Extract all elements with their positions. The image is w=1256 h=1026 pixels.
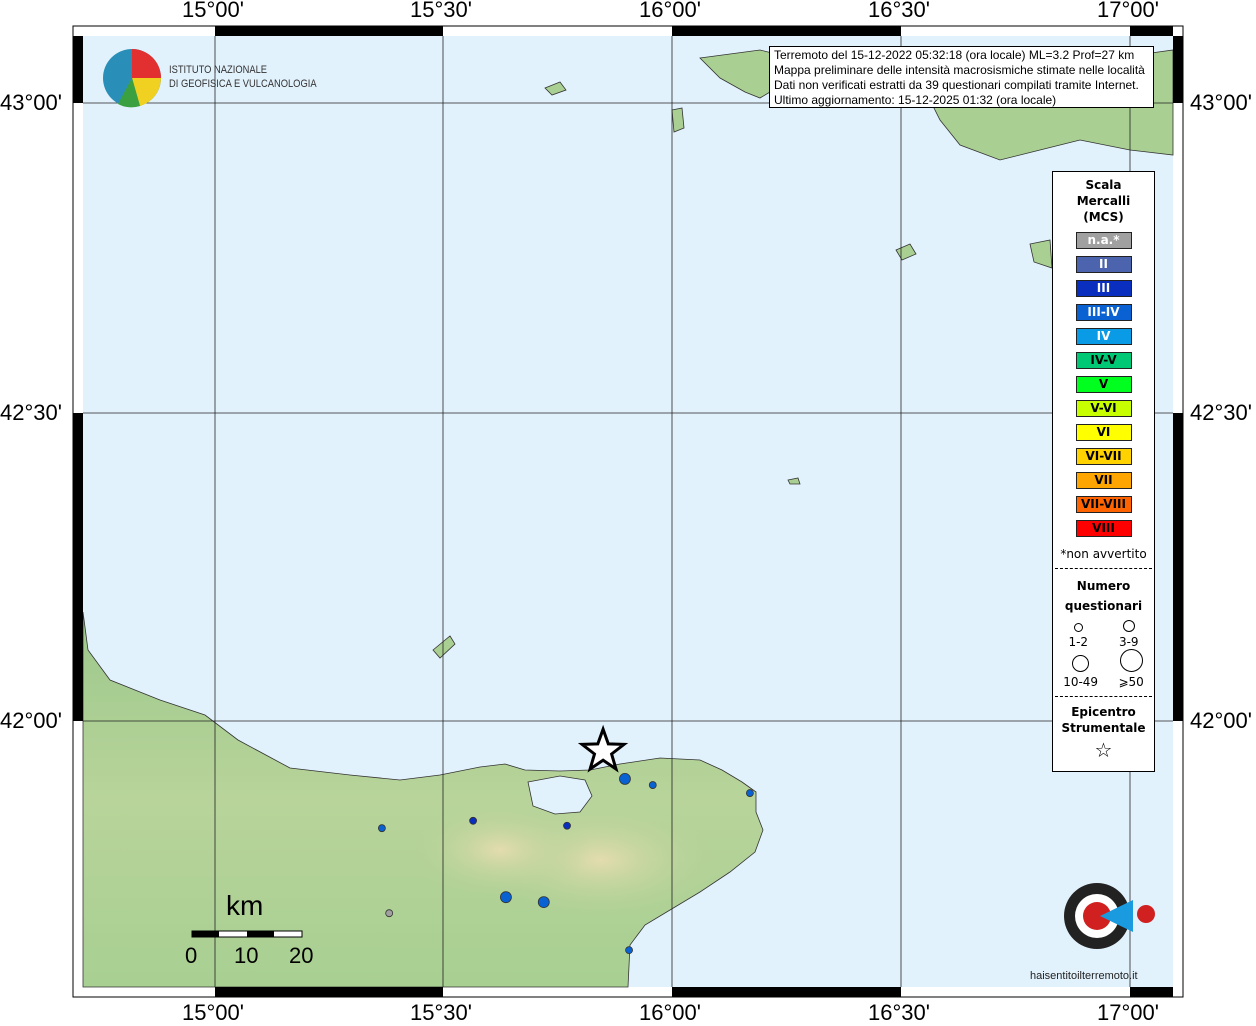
observation-points (377, 724, 754, 955)
logo-line: ISTITUTO NAZIONALE (169, 64, 268, 76)
legend-swatch: V-VI (1075, 400, 1132, 417)
legend-swatch: VI (1075, 424, 1132, 441)
scale-tick: 10 (234, 943, 259, 968)
epicenter-title: Epicentro (1071, 705, 1136, 719)
legend-swatch: V (1075, 376, 1132, 393)
lat-label-right: 42°00' (1190, 708, 1252, 733)
observation-point (377, 824, 386, 833)
legend-swatch: n.a.* (1075, 232, 1132, 249)
size-50-icon (1119, 649, 1143, 672)
lat-label-right: 43°00' (1190, 90, 1252, 115)
observation-point (625, 946, 633, 955)
scale-tick: 0 (185, 943, 198, 968)
lon-label-bottom: 16°30' (868, 1000, 930, 1025)
scale-unit: km (226, 890, 264, 921)
legend-note: *non avvertito (1060, 547, 1147, 561)
legend-swatch: II (1075, 256, 1132, 273)
legend-swatch: III (1075, 280, 1132, 297)
relief (410, 800, 590, 900)
lon-label-top: 15°30' (410, 0, 472, 22)
legend-title: (MCS) (1083, 210, 1124, 224)
watermark-text: haisentitoilterremoto.it (1030, 970, 1138, 982)
observation-point (469, 816, 477, 825)
size-10-49-icon (1072, 655, 1090, 672)
info-line: Dati non verificati estratti da 39 quest… (774, 78, 1139, 92)
lon-label-top: 16°00' (639, 0, 701, 22)
observation-point (500, 891, 512, 904)
scale-tick: 20 (289, 943, 314, 968)
lon-label-bottom: 15°00' (182, 1000, 244, 1025)
lat-label-left: 43°00' (0, 90, 62, 115)
epicenter-star-icon (577, 724, 629, 773)
lake-lesina-varano (527, 775, 593, 815)
intensity-swatches: n.a.* II III III-IV IV IV-V V V-VI VI VI-VII VII VI… (1053, 232, 1154, 537)
lat-label-left: 42°00' (0, 708, 62, 733)
lon-label-top: 15°00' (182, 0, 244, 22)
legend-swatch: VII-VIII (1075, 496, 1132, 513)
lon-label-bottom: 16°00' (639, 1000, 701, 1025)
info-line: Terremoto del 15-12-2022 05:32:18 (ora l… (774, 48, 1135, 62)
count-label: 1-2 (1068, 635, 1089, 649)
observation-point (619, 773, 631, 785)
count-label: ⩾50 (1118, 675, 1144, 689)
observation-point (648, 781, 657, 789)
lon-label-top: 17°00' (1097, 0, 1159, 22)
lon-label-bottom: 17°00' (1097, 1000, 1159, 1025)
legend: Scala Mercalli (MCS) n.a.* II III III-IV IV I… (1052, 171, 1155, 772)
star-icon: ☆ (1094, 738, 1113, 762)
legend-title: Mercalli (1076, 194, 1131, 208)
count-title: questionari (1064, 599, 1143, 613)
legend-title: Scala (1085, 178, 1122, 192)
legend-swatch: IV (1075, 328, 1132, 345)
legend-swatch: VIII (1075, 520, 1132, 537)
legend-swatch: VII (1075, 472, 1132, 489)
lat-label-left: 42°30' (0, 400, 62, 425)
epicenter-title: Strumentale (1061, 721, 1146, 735)
count-label: 10-49 (1063, 675, 1099, 689)
observation-point (563, 821, 571, 830)
count-title: Numero (1076, 579, 1131, 593)
frame-ticks (73, 26, 1183, 997)
observation-point (745, 789, 754, 797)
observation-point (537, 896, 550, 909)
observation-point (385, 909, 394, 918)
lon-label-top: 16°30' (868, 0, 930, 22)
info-line: Ultimo aggiornamento: 15-12-2025 01:32 (… (774, 93, 1057, 107)
legend-swatch: IV-V (1075, 352, 1132, 369)
lat-label-right: 42°30' (1190, 400, 1252, 425)
legend-swatch: VI-VII (1075, 448, 1132, 465)
legend-swatch: III-IV (1075, 304, 1132, 321)
size-1-2-icon (1073, 623, 1083, 632)
ingv-logo (103, 49, 162, 108)
haisentito-logo (1064, 883, 1155, 949)
logo-line: DI GEOFISICA E VULCANOLOGIA (169, 78, 317, 90)
scale-bar (191, 930, 303, 938)
event-info-box: Terremoto del 15-12-2022 05:32:18 (ora l… (769, 46, 1154, 108)
count-label: 3-9 (1118, 635, 1139, 649)
lon-label-bottom: 15°30' (410, 1000, 472, 1025)
info-line: Mappa preliminare delle intensità macros… (774, 63, 1145, 77)
size-3-9-icon (1122, 620, 1135, 632)
ingv-logo-text: ISTITUTO NAZIONALE DI GEOFISICA E VULCAN… (169, 63, 317, 91)
